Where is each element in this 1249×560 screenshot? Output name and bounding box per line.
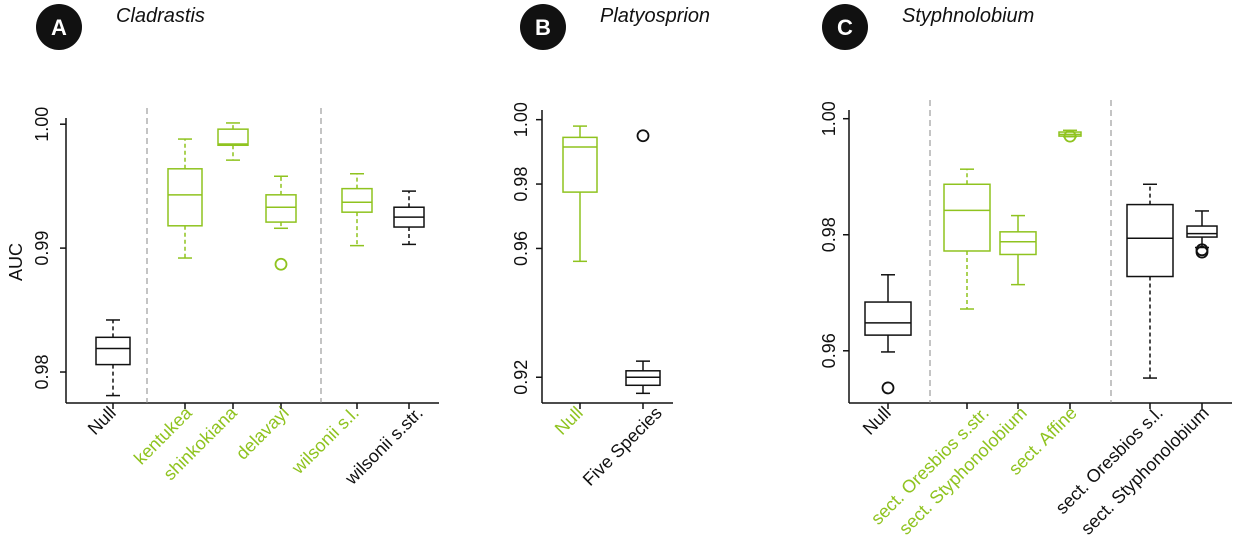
- category-label: Null: [859, 403, 895, 439]
- y-tick-label: 1.00: [819, 101, 839, 136]
- box-iqr: [562, 136, 598, 193]
- category-label: Null: [551, 403, 587, 439]
- box-iqr: [1186, 225, 1218, 238]
- panel-c-title: Styphnolobium: [902, 5, 1034, 27]
- panel-c-letter: C: [837, 15, 853, 40]
- box-iqr: [265, 194, 297, 223]
- category-label: Five Species: [579, 403, 666, 490]
- panel-a-ylabel: AUC: [6, 243, 26, 281]
- outlier-point: [636, 129, 650, 143]
- box-iqr: [999, 231, 1037, 256]
- panel-a-letter: A: [51, 15, 67, 40]
- y-tick-label: 0.96: [819, 333, 839, 368]
- y-tick-label: 0.96: [511, 231, 531, 266]
- y-tick-label: 0.98: [819, 217, 839, 252]
- outlier-point: [881, 381, 895, 395]
- box-iqr: [1126, 203, 1174, 278]
- panel-a-badge: [36, 4, 82, 50]
- category-label: Null: [84, 403, 120, 439]
- outlier-point: [1195, 243, 1209, 257]
- box-iqr: [341, 187, 373, 213]
- y-tick-label: 0.98: [511, 167, 531, 202]
- box-iqr: [864, 301, 912, 336]
- panel-c-badge: [822, 4, 868, 50]
- outlier-point: [1063, 129, 1077, 143]
- y-tick-label: 0.92: [511, 360, 531, 395]
- y-tick-label: 0.99: [32, 231, 52, 266]
- y-tick-label: 1.00: [32, 107, 52, 142]
- panel-b-title: Platyosprion: [600, 5, 710, 27]
- box-iqr: [943, 183, 991, 252]
- box-iqr: [625, 370, 661, 387]
- box-iqr: [167, 168, 203, 227]
- box-iqr: [217, 128, 249, 147]
- y-tick-label: 0.98: [32, 354, 52, 389]
- box-iqr: [95, 336, 131, 366]
- y-tick-label: 1.00: [511, 102, 531, 137]
- panel-b-letter: B: [535, 15, 551, 40]
- category-label: delavayi: [232, 403, 293, 464]
- panel-b-badge: [520, 4, 566, 50]
- panel-b: B Platyosprion 0.92 0.96 0.98 1.00 NullFive …: [511, 4, 710, 490]
- outlier-point: [274, 257, 288, 271]
- panel-a-title: Cladrastis: [116, 5, 205, 27]
